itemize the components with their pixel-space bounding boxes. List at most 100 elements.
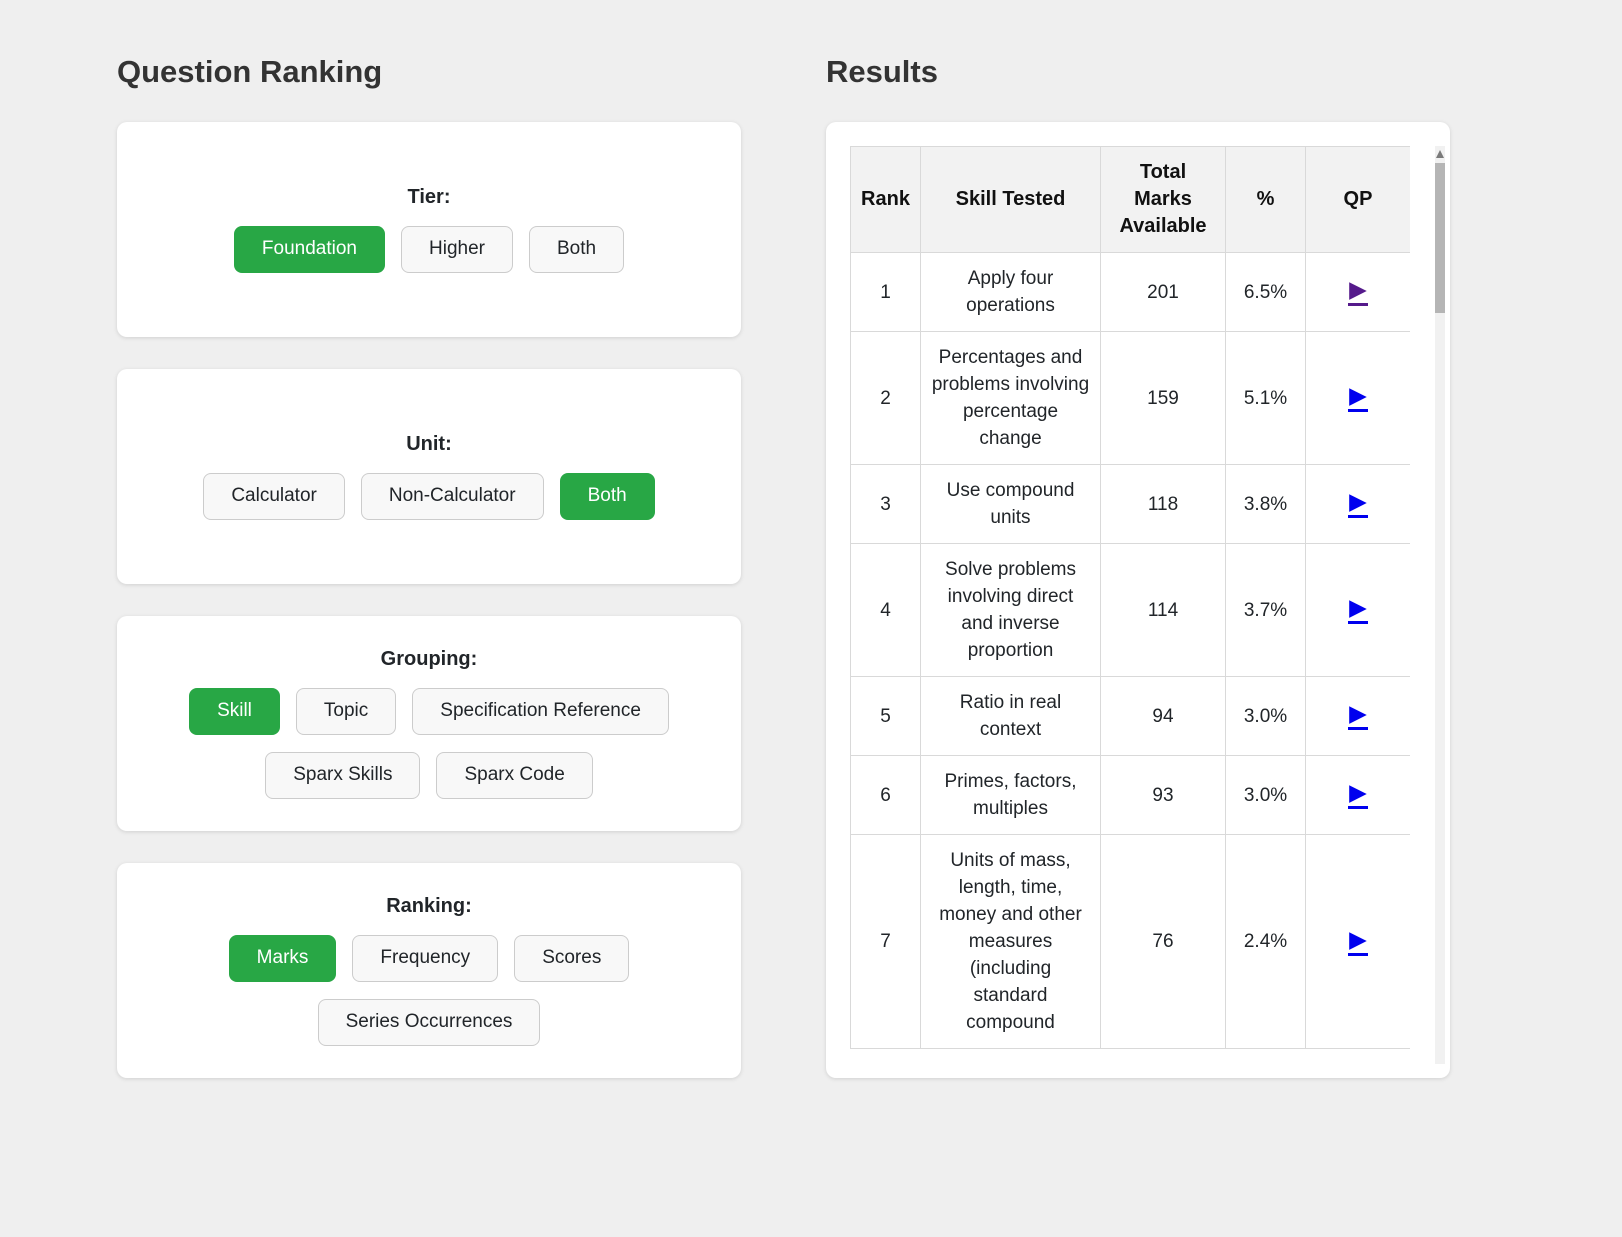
filter-button-non-calculator[interactable]: Non-Calculator [360,473,544,520]
filter-button-series-occurrences[interactable]: Series Occurrences [317,999,541,1046]
filter-card-tier: Tier: Foundation Higher Both [117,122,741,337]
filter-button-sparx-skills[interactable]: Sparx Skills [265,752,421,799]
table-row: 5 Ratio in real context 94 3.0% ▶ [850,676,1410,756]
filter-button-frequency[interactable]: Frequency [352,935,499,982]
scrollbar-thumb[interactable] [1435,163,1445,313]
table-row: 2 Percentages and problems involving perc… [850,331,1410,465]
scrollbar-up-arrow-icon[interactable] [1436,150,1444,158]
page-title-question-ranking: Question Ranking [117,54,383,89]
skill-tested-cell: Percentages and problems involving perce… [920,331,1101,465]
qp-cell: ▶ [1305,755,1410,835]
play-icon: ▶ [1349,779,1367,805]
total-marks-cell: 93 [1100,755,1226,835]
play-icon: ▶ [1349,488,1367,514]
filter-button-calculator[interactable]: Calculator [203,473,345,520]
results-table-viewport: Rank Skill Tested Total Marks Available% QP… [850,146,1410,1064]
percent-cell: 6.5% [1225,252,1306,332]
column-header-qp: QP [1305,146,1410,253]
skill-tested-cell: Units of mass, length, time, money and o… [920,834,1101,1049]
question-ranking-column: Question Ranking Tier: Foundation Higher Bo… [117,24,741,1110]
percent-cell: 3.8% [1225,464,1306,544]
qp-play-link[interactable]: ▶ [1348,781,1368,809]
qp-play-link[interactable]: ▶ [1348,384,1368,412]
percent-cell: 5.1% [1225,331,1306,465]
percent-cell: 3.0% [1225,755,1306,835]
filter-group-label-tier: Tier: [407,186,451,209]
rank-cell: 1 [850,252,921,332]
play-icon: ▶ [1349,382,1367,408]
play-icon: ▶ [1349,925,1367,952]
column-header-skill-tested: Skill Tested [920,146,1101,253]
qp-cell: ▶ [1305,252,1410,332]
results-column: Results Rank Skill Tested Total Marks Avai… [826,24,1450,1110]
skill-tested-cell: Solve problems involving direct and inve… [920,543,1101,677]
rank-cell: 5 [850,676,921,756]
total-marks-cell: 76 [1100,834,1226,1049]
percent-cell: 2.4% [1225,834,1306,1049]
rank-cell: 6 [850,755,921,835]
filter-button-both[interactable]: Both [528,226,625,273]
skill-tested-cell: Primes, factors, multiples [920,755,1101,835]
results-table: Rank Skill Tested Total Marks Available% QP… [850,146,1410,1049]
results-header-row: Rank Skill Tested Total Marks Available% QP [850,146,1410,253]
qp-cell: ▶ [1305,834,1410,1049]
total-marks-cell: 118 [1100,464,1226,544]
filter-button-row: Series Occurrences [317,999,541,1046]
results-scrollbar[interactable] [1435,146,1445,1064]
table-row: 6 Primes, factors, multiples 93 3.0% ▶ [850,755,1410,835]
filter-group-label-unit: Unit: [406,433,452,456]
percent-cell: 3.7% [1225,543,1306,677]
filter-button-higher[interactable]: Higher [401,226,513,273]
page: Question Ranking Tier: Foundation Higher Bo… [117,24,1450,1110]
results-table-body: 1 Apply four operations 201 6.5% ▶ 2 Percentag… [850,252,1410,1049]
filter-button-foundation[interactable]: Foundation [233,226,385,273]
filter-button-row: Sparx Skills Sparx Code [265,752,593,799]
percent-cell: 3.0% [1225,676,1306,756]
filter-card-grouping: Grouping: Skill Topic Specification Referen… [117,616,741,831]
filter-card-ranking: Ranking: Marks Frequency Scores Series Occur… [117,863,741,1078]
total-marks-cell: 114 [1100,543,1226,677]
skill-tested-cell: Use compound units [920,464,1101,544]
qp-cell: ▶ [1305,464,1410,544]
total-marks-cell: 159 [1100,331,1226,465]
filter-button-both[interactable]: Both [559,473,655,520]
rank-cell: 4 [850,543,921,677]
table-row: 7 Units of mass, length, time, money and … [850,834,1410,1049]
skill-tested-cell: Ratio in real context [920,676,1101,756]
results-table-header: Rank Skill Tested Total Marks Available% QP [850,146,1410,253]
play-icon: ▶ [1349,700,1367,726]
filter-button-row: Marks Frequency Scores [228,935,630,982]
table-row: 1 Apply four operations 201 6.5% ▶ [850,252,1410,332]
filter-button-marks[interactable]: Marks [228,935,337,982]
filter-button-row: Foundation Higher Both [233,226,625,273]
total-marks-cell: 201 [1100,252,1226,332]
qp-play-link[interactable]: ▶ [1348,490,1368,518]
qp-cell: ▶ [1305,676,1410,756]
filter-group-label-grouping: Grouping: [380,648,478,671]
filter-card-unit: Unit: Calculator Non-Calculator Both [117,369,741,584]
table-row: 3 Use compound units 118 3.8% ▶ [850,464,1410,544]
qp-cell: ▶ [1305,543,1410,677]
filter-button-row: Skill Topic Specification Reference [189,688,669,735]
play-icon: ▶ [1349,594,1367,620]
total-marks-cell: 94 [1100,676,1226,756]
filter-button-scores[interactable]: Scores [514,935,630,982]
results-card: Rank Skill Tested Total Marks Available% QP… [826,122,1450,1078]
filter-cards-container: Tier: Foundation Higher Both Unit: Calculator… [117,122,741,1078]
qp-play-link[interactable]: ▶ [1348,278,1368,306]
skill-tested-cell: Apply four operations [920,252,1101,332]
filter-button-specification-reference[interactable]: Specification Reference [412,688,669,735]
filter-button-skill[interactable]: Skill [189,688,280,735]
table-row: 4 Solve problems involving direct and inv… [850,543,1410,677]
column-header-rank: Rank [850,146,921,253]
qp-play-link[interactable]: ▶ [1348,702,1368,730]
rank-cell: 7 [850,834,921,1049]
qp-play-link[interactable]: ▶ [1348,925,1368,956]
qp-cell: ▶ [1305,331,1410,465]
filter-button-topic[interactable]: Topic [295,688,397,735]
play-icon: ▶ [1349,276,1367,302]
filter-button-sparx-code[interactable]: Sparx Code [436,752,593,799]
rank-cell: 3 [850,464,921,544]
column-header-total-marks-available: Total Marks Available [1100,146,1226,253]
qp-play-link[interactable]: ▶ [1348,596,1368,624]
